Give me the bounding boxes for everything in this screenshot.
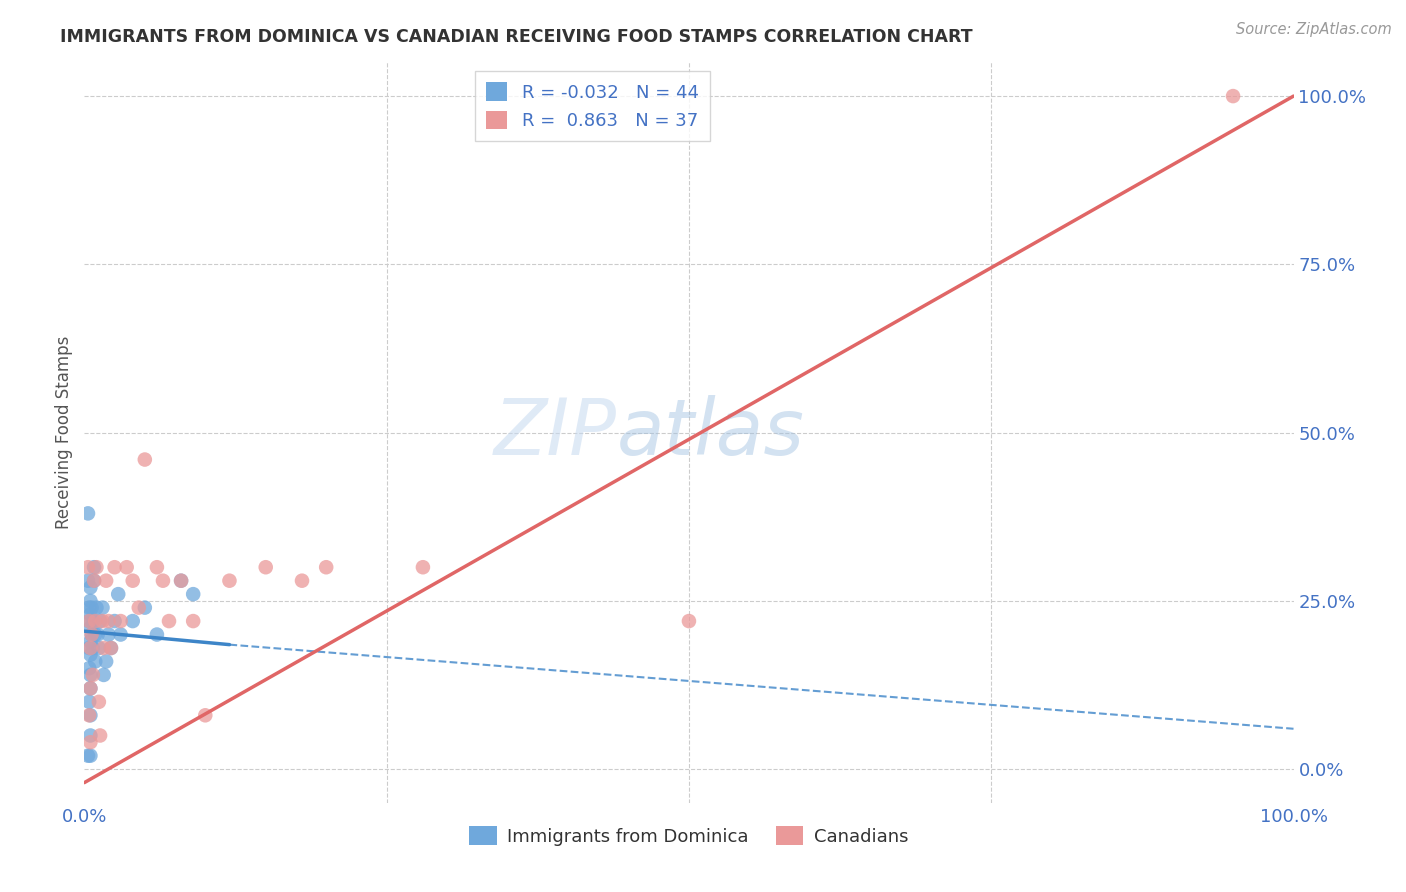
Point	[77, 661, 100, 675]
Point	[291, 574, 314, 588]
Legend: Immigrants from Dominica, Canadians: Immigrants from Dominica, Canadians	[463, 819, 915, 853]
Point	[87, 695, 110, 709]
Point	[79, 621, 101, 635]
Point	[91, 614, 114, 628]
Point	[84, 614, 107, 628]
Point	[157, 614, 180, 628]
Text: Source: ZipAtlas.com: Source: ZipAtlas.com	[1236, 22, 1392, 37]
Point	[77, 560, 100, 574]
Point	[84, 655, 107, 669]
Point	[152, 574, 174, 588]
Point	[77, 748, 100, 763]
Point	[107, 587, 129, 601]
Point	[79, 729, 101, 743]
Point	[77, 614, 100, 628]
Point	[94, 574, 117, 588]
Point	[91, 600, 114, 615]
Point	[77, 507, 100, 521]
Point	[93, 640, 115, 655]
Point	[80, 627, 103, 641]
Point	[121, 574, 143, 588]
Point	[115, 560, 138, 574]
Point	[86, 560, 108, 574]
Point	[77, 574, 100, 588]
Point	[79, 640, 101, 655]
Point	[218, 574, 240, 588]
Point	[128, 600, 150, 615]
Point	[134, 600, 156, 615]
Point	[79, 735, 101, 749]
Point	[89, 729, 111, 743]
Point	[77, 614, 100, 628]
Point	[181, 614, 204, 628]
Point	[79, 681, 101, 696]
Point	[77, 708, 100, 723]
Point	[134, 452, 156, 467]
Point	[170, 574, 193, 588]
Point	[77, 695, 100, 709]
Point	[87, 640, 110, 655]
Point	[89, 614, 111, 628]
Text: ZIP: ZIP	[494, 394, 616, 471]
Point	[1222, 89, 1244, 103]
Point	[79, 607, 101, 622]
Point	[79, 581, 101, 595]
Point	[93, 668, 115, 682]
Text: IMMIGRANTS FROM DOMINICA VS CANADIAN RECEIVING FOOD STAMPS CORRELATION CHART: IMMIGRANTS FROM DOMINICA VS CANADIAN REC…	[60, 28, 973, 45]
Point	[678, 614, 700, 628]
Point	[77, 640, 100, 655]
Point	[80, 600, 103, 615]
Point	[82, 668, 104, 682]
Point	[82, 614, 104, 628]
Y-axis label: Receiving Food Stamps: Receiving Food Stamps	[55, 336, 73, 529]
Point	[100, 640, 122, 655]
Point	[79, 594, 101, 608]
Point	[315, 560, 337, 574]
Point	[79, 648, 101, 662]
Text: atlas: atlas	[616, 394, 804, 471]
Point	[97, 627, 120, 641]
Point	[80, 627, 103, 641]
Point	[110, 614, 132, 628]
Point	[412, 560, 434, 574]
Point	[79, 681, 101, 696]
Point	[79, 668, 101, 682]
Point	[104, 560, 127, 574]
Point	[77, 600, 100, 615]
Point	[86, 627, 108, 641]
Point	[121, 614, 143, 628]
Point	[83, 574, 105, 588]
Point	[146, 560, 169, 574]
Point	[170, 574, 193, 588]
Point	[79, 708, 101, 723]
Point	[86, 600, 108, 615]
Point	[110, 627, 132, 641]
Point	[100, 640, 122, 655]
Point	[79, 748, 101, 763]
Point	[84, 627, 107, 641]
Point	[146, 627, 169, 641]
Point	[83, 560, 105, 574]
Point	[181, 587, 204, 601]
Point	[194, 708, 217, 723]
Point	[94, 655, 117, 669]
Point	[82, 640, 104, 655]
Point	[104, 614, 127, 628]
Point	[97, 614, 120, 628]
Point	[83, 574, 105, 588]
Point	[79, 634, 101, 648]
Point	[254, 560, 277, 574]
